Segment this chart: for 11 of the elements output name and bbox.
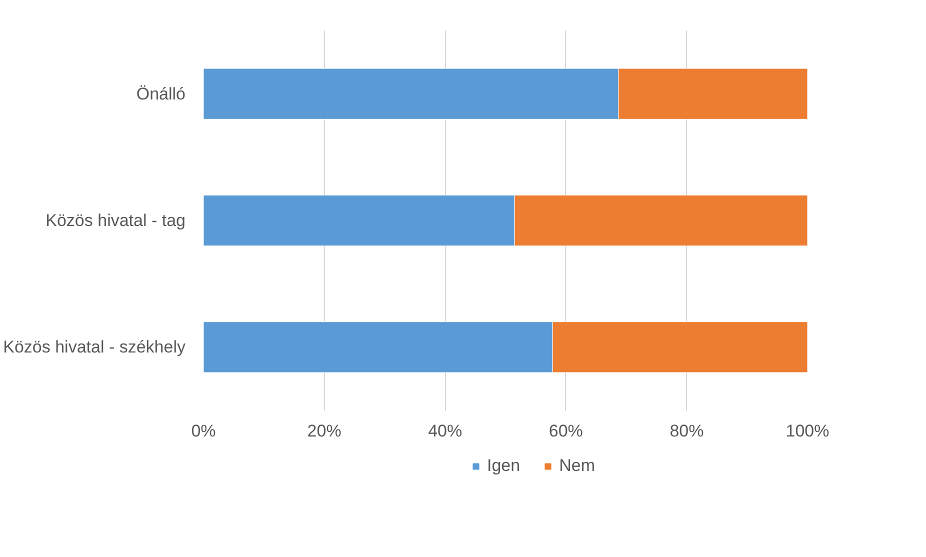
y-tick-label: Közös hivatal - székhely: [3, 338, 186, 357]
y-tick-label: Önálló: [136, 84, 186, 104]
x-tick-label: 20%: [307, 422, 342, 440]
x-tick-label: 100%: [786, 422, 830, 440]
x-tick-label: 40%: [428, 422, 462, 440]
legend-label: Igen: [487, 456, 520, 476]
x-tick-label: 0%: [191, 422, 216, 440]
y-tick-label: Közös hivatal - tag: [46, 211, 186, 230]
x-tick-label: 60%: [548, 422, 583, 440]
x-tick-label: 80%: [670, 422, 704, 440]
legend-label: Nem: [559, 456, 595, 476]
